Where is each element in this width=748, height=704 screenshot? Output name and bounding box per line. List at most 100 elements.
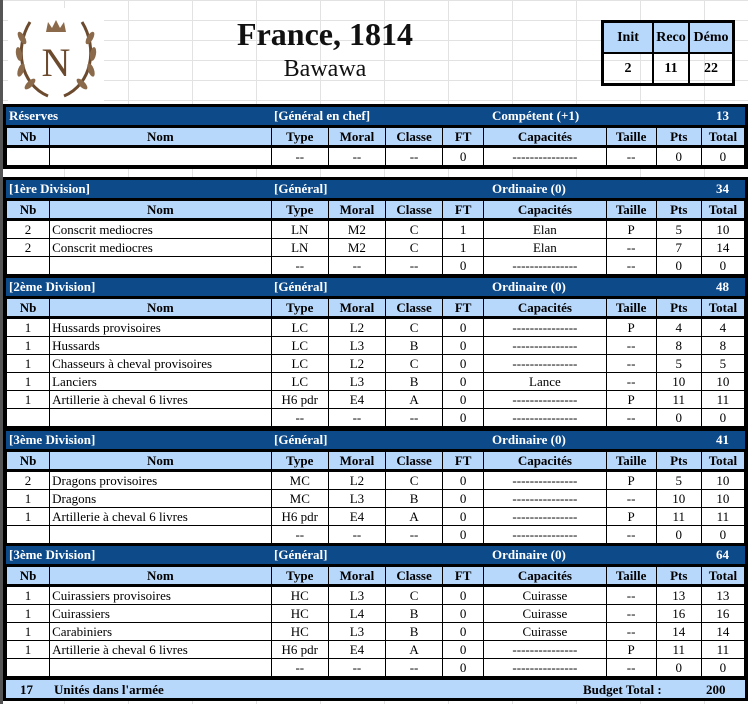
cell-ft[interactable]: 0 (442, 604, 485, 623)
cell-total[interactable]: 13 (700, 585, 746, 605)
cell-classe[interactable]: B (384, 336, 444, 355)
cell-total[interactable]: 4 (700, 317, 746, 337)
cell-nom[interactable]: Artillerie à cheval 6 livres (49, 640, 272, 659)
cell-nb[interactable]: 1 (5, 604, 51, 623)
stat-value-demo[interactable]: 22 (688, 52, 735, 86)
cell-ft[interactable]: 0 (442, 585, 485, 605)
cell-nb[interactable] (5, 525, 51, 544)
cell-capacites[interactable]: --------------- (483, 507, 607, 526)
cell-moral[interactable]: E4 (327, 507, 386, 526)
cell-type[interactable]: HC (270, 622, 329, 641)
cell-type[interactable]: HC (270, 585, 329, 605)
cell-total[interactable]: 5 (700, 354, 746, 373)
cell-nb[interactable]: 1 (5, 640, 51, 659)
cell-ft[interactable]: 0 (442, 470, 485, 490)
cell-pts[interactable]: 11 (655, 640, 702, 659)
cell-type[interactable]: LC (270, 317, 329, 337)
cell-nom[interactable]: Chasseurs à cheval provisoires (49, 354, 272, 373)
cell-moral[interactable]: -- (327, 408, 386, 427)
cell-total[interactable]: 11 (700, 640, 746, 659)
cell-moral[interactable]: L3 (327, 489, 386, 508)
cell-type[interactable]: -- (270, 256, 329, 275)
cell-nom[interactable]: Dragons (49, 489, 272, 508)
cell-ft[interactable]: 0 (442, 489, 485, 508)
cell-nom[interactable] (49, 146, 272, 166)
cell-taille[interactable]: -- (605, 585, 657, 605)
cell-pts[interactable]: 11 (655, 507, 702, 526)
cell-total[interactable]: 0 (700, 408, 746, 427)
cell-nom[interactable] (49, 525, 272, 544)
cell-pts[interactable]: 0 (655, 146, 702, 166)
stat-value-reco[interactable]: 11 (652, 52, 690, 86)
cell-type[interactable]: LN (270, 238, 329, 257)
cell-ft[interactable]: 0 (442, 390, 485, 409)
cell-type[interactable]: MC (270, 489, 329, 508)
cell-nb[interactable]: 2 (5, 238, 51, 257)
cell-nb[interactable]: 2 (5, 219, 51, 239)
cell-ft[interactable]: 0 (442, 317, 485, 337)
cell-nb[interactable] (5, 146, 51, 166)
cell-total[interactable]: 16 (700, 604, 746, 623)
cell-taille[interactable]: -- (605, 238, 657, 257)
cell-pts[interactable]: 10 (655, 489, 702, 508)
cell-capacites[interactable]: --------------- (483, 354, 607, 373)
cell-ft[interactable]: 0 (442, 658, 485, 677)
cell-total[interactable]: 0 (700, 146, 746, 166)
cell-moral[interactable]: E4 (327, 390, 386, 409)
cell-nb[interactable]: 1 (5, 354, 51, 373)
cell-ft[interactable]: 0 (442, 408, 485, 427)
cell-type[interactable]: LN (270, 219, 329, 239)
cell-nom[interactable]: Conscrit mediocres (49, 238, 272, 257)
cell-nb[interactable]: 1 (5, 390, 51, 409)
cell-moral[interactable]: L3 (327, 372, 386, 391)
cell-moral[interactable]: L3 (327, 622, 386, 641)
cell-moral[interactable]: -- (327, 658, 386, 677)
cell-taille[interactable]: P (605, 470, 657, 490)
cell-nb[interactable]: 1 (5, 336, 51, 355)
cell-classe[interactable]: A (384, 390, 444, 409)
cell-capacites[interactable]: Cuirasse (483, 622, 607, 641)
cell-pts[interactable]: 10 (655, 372, 702, 391)
cell-classe[interactable]: C (384, 354, 444, 373)
cell-pts[interactable]: 4 (655, 317, 702, 337)
cell-moral[interactable]: L2 (327, 354, 386, 373)
cell-nom[interactable] (49, 256, 272, 275)
cell-capacites[interactable]: --------------- (483, 256, 607, 275)
cell-nb[interactable] (5, 256, 51, 275)
cell-ft[interactable]: 1 (442, 219, 485, 239)
cell-nom[interactable] (49, 658, 272, 677)
cell-nom[interactable]: Artillerie à cheval 6 livres (49, 390, 272, 409)
cell-pts[interactable]: 5 (655, 219, 702, 239)
cell-classe[interactable]: B (384, 604, 444, 623)
cell-pts[interactable]: 0 (655, 525, 702, 544)
cell-ft[interactable]: 0 (442, 336, 485, 355)
cell-pts[interactable]: 14 (655, 622, 702, 641)
cell-pts[interactable]: 11 (655, 390, 702, 409)
cell-taille[interactable]: -- (605, 604, 657, 623)
cell-total[interactable]: 14 (700, 622, 746, 641)
cell-total[interactable]: 11 (700, 390, 746, 409)
cell-ft[interactable]: 0 (442, 525, 485, 544)
cell-moral[interactable]: L2 (327, 470, 386, 490)
cell-type[interactable]: H6 pdr (270, 507, 329, 526)
cell-moral[interactable]: E4 (327, 640, 386, 659)
cell-capacites[interactable]: --------------- (483, 336, 607, 355)
cell-type[interactable]: H6 pdr (270, 640, 329, 659)
cell-ft[interactable]: 0 (442, 622, 485, 641)
cell-capacites[interactable]: --------------- (483, 390, 607, 409)
cell-nb[interactable] (5, 658, 51, 677)
cell-nb[interactable]: 1 (5, 317, 51, 337)
cell-total[interactable]: 11 (700, 507, 746, 526)
cell-pts[interactable]: 0 (655, 658, 702, 677)
cell-type[interactable]: -- (270, 408, 329, 427)
cell-classe[interactable]: -- (384, 408, 444, 427)
cell-capacites[interactable]: Cuirasse (483, 585, 607, 605)
cell-nom[interactable]: Dragons provisoires (49, 470, 272, 490)
cell-nom[interactable]: Cuirassiers (49, 604, 272, 623)
cell-total[interactable]: 10 (700, 489, 746, 508)
cell-nb[interactable]: 2 (5, 470, 51, 490)
cell-taille[interactable]: -- (605, 525, 657, 544)
cell-moral[interactable]: M2 (327, 238, 386, 257)
cell-classe[interactable]: C (384, 470, 444, 490)
cell-type[interactable]: MC (270, 470, 329, 490)
